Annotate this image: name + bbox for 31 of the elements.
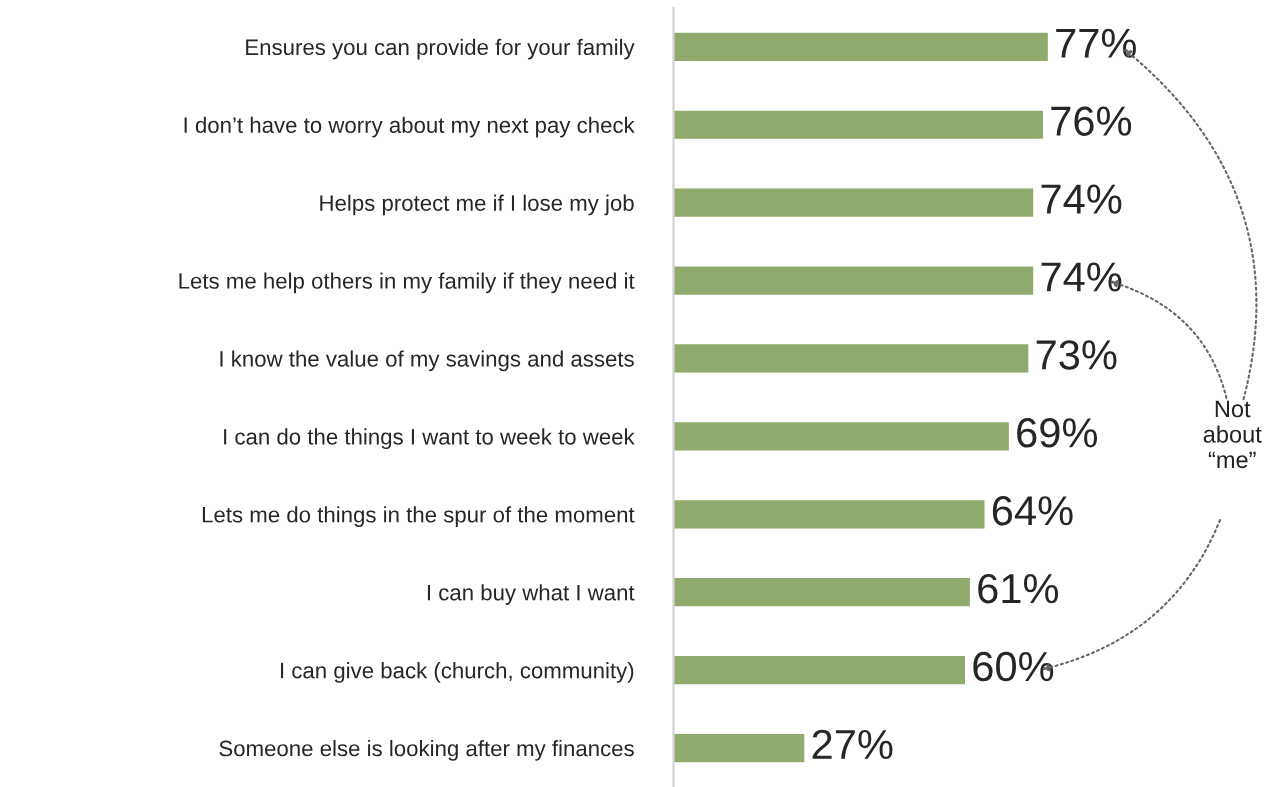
- bar: [673, 732, 806, 764]
- text: Not about “me”: [1203, 400, 1262, 469]
- y-tick-label: Ensures you can provide for your family: [246, 38, 635, 60]
- y-tick-label: Someone else is looking after my finances: [219, 739, 634, 761]
- bar: [673, 265, 1035, 297]
- bar: [673, 109, 1045, 141]
- y-tick-label: I can buy what I want: [427, 584, 635, 605]
- y-tick-label: I can give back (church, community): [281, 662, 634, 683]
- y-tick-label: I know the value of my savings and assets: [220, 350, 634, 372]
- data-label: 27%: [812, 729, 893, 760]
- data-label: 77%: [1056, 28, 1136, 58]
- bar: [673, 420, 1011, 452]
- y-tick-label: I don’t have to worry about my next pay check: [184, 116, 635, 138]
- data-label: 76%: [1051, 106, 1132, 136]
- bar: [673, 31, 1050, 63]
- bar: [673, 576, 972, 608]
- data-label: 69%: [1017, 418, 1098, 448]
- bar: [673, 654, 967, 686]
- data-label: 74%: [1041, 262, 1122, 292]
- data-label: 74%: [1041, 184, 1122, 214]
- y-tick-label: Helps protect me if I lose my job: [320, 194, 634, 216]
- y-tick-label: I can do the things I want to week to week: [224, 428, 635, 450]
- y-tick-label: Lets me do things in the spur of the moment: [202, 506, 635, 527]
- y-tick-label: Lets me help others in my family if they need it: [179, 272, 635, 294]
- bar: [673, 187, 1035, 219]
- bar: [673, 498, 986, 530]
- data-label: 64%: [992, 495, 1073, 526]
- data-label: 73%: [1036, 340, 1117, 370]
- data-label: 60%: [973, 651, 1054, 682]
- bar: [673, 342, 1030, 374]
- data-label: 61%: [978, 573, 1059, 604]
